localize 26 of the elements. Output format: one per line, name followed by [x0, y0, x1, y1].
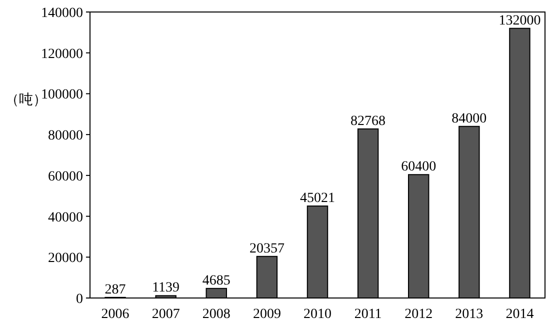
y-tick-label: 80000 — [48, 128, 83, 144]
data-label: 1139 — [152, 280, 180, 296]
y-tick-label: 120000 — [41, 46, 83, 62]
y-tick-label: 100000 — [41, 88, 83, 103]
y-tick-label: 60000 — [48, 169, 83, 184]
data-label: 132000 — [498, 13, 541, 28]
data-label: 60400 — [401, 160, 436, 175]
y-tick-label: 40000 — [48, 210, 83, 226]
y-tick-label: 20000 — [48, 251, 83, 266]
data-label: 4685 — [202, 273, 230, 288]
data-label: 82768 — [350, 114, 386, 129]
x-tick-label: 2008 — [202, 307, 230, 322]
x-tick-label: 2013 — [455, 307, 484, 322]
y-tick-label: 140000 — [41, 6, 83, 21]
data-label: 287 — [104, 282, 126, 298]
y-tick-label: 0 — [76, 292, 83, 307]
x-tick-label: 2009 — [252, 307, 281, 322]
data-label: 45021 — [300, 191, 335, 206]
x-tick-label: 2012 — [404, 307, 433, 322]
x-tick-label: 2007 — [152, 307, 180, 322]
x-tick-label: 2014 — [506, 307, 534, 322]
x-tick-label: 2006 — [101, 307, 130, 322]
x-tick-label: 2010 — [304, 307, 332, 322]
x-tick-label: 2011 — [354, 307, 382, 322]
data-label: 20357 — [249, 241, 284, 256]
data-label: 84000 — [452, 111, 487, 126]
